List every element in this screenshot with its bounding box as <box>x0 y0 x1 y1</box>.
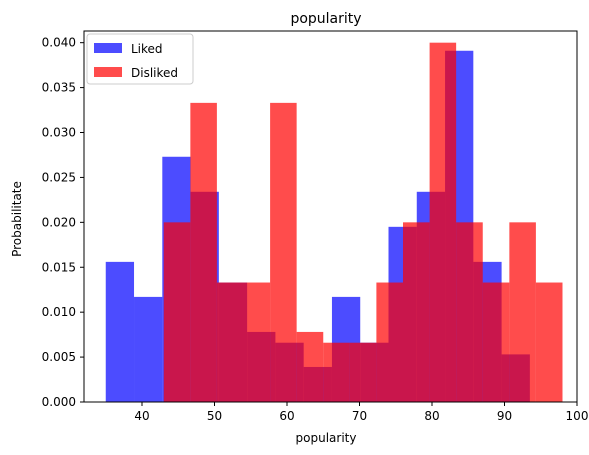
legend-swatch-disliked <box>94 67 122 77</box>
bar-disliked-14 <box>535 282 563 402</box>
legend-label-disliked: Disliked <box>131 66 178 80</box>
x-tick-label: 50 <box>207 409 222 423</box>
y-ticks: 0.000 0.005 0.010 0.015 0.020 0.025 0.030 0.035… <box>42 36 84 409</box>
y-tick-label: 0.025 <box>42 170 76 184</box>
bar-disliked-10 <box>429 42 457 402</box>
y-tick-label: 0.015 <box>42 260 76 274</box>
bar-disliked-3 <box>243 282 271 402</box>
y-tick-label: 0.040 <box>42 36 76 50</box>
legend-label-liked: Liked <box>131 42 163 56</box>
y-tick-label: 0.030 <box>42 126 76 140</box>
x-tick-label: 90 <box>497 409 512 423</box>
bar-liked-0 <box>105 261 135 402</box>
x-tick-label: 80 <box>424 409 439 423</box>
y-tick-label: 0.005 <box>42 350 76 364</box>
plot-frame <box>83 30 578 403</box>
bars-layer <box>105 42 563 403</box>
y-tick-label: 0.000 <box>42 395 76 409</box>
bar-disliked-13 <box>509 222 536 402</box>
bar-disliked-1 <box>190 102 217 402</box>
bar-disliked-0 <box>163 222 191 402</box>
bar-disliked-6 <box>323 342 350 402</box>
chart-title: popularity <box>290 11 361 27</box>
bar-disliked-5 <box>296 331 324 402</box>
bar-disliked-8 <box>376 282 403 402</box>
y-axis-label: Probabilitate <box>10 181 24 257</box>
bar-disliked-7 <box>349 342 377 402</box>
bar-disliked-4 <box>270 102 297 402</box>
x-tick-label: 60 <box>279 409 294 423</box>
bar-liked-1 <box>134 296 163 402</box>
legend: Liked Disliked <box>86 33 194 85</box>
y-tick-label: 0.035 <box>42 81 76 95</box>
x-tick-label: 40 <box>134 409 149 423</box>
x-tick-label: 70 <box>352 409 367 423</box>
y-tick-label: 0.020 <box>42 215 76 229</box>
bar-disliked-9 <box>403 222 430 402</box>
bar-disliked-2 <box>216 282 244 402</box>
x-axis-label: popularity <box>296 431 357 445</box>
y-tick-label: 0.010 <box>42 305 76 319</box>
x-ticks: 40 50 60 70 80 90 100 <box>134 402 588 423</box>
bar-disliked-12 <box>482 282 510 402</box>
legend-swatch-liked <box>94 43 122 53</box>
x-tick-label: 100 <box>566 409 589 423</box>
bar-disliked-11 <box>456 222 483 402</box>
